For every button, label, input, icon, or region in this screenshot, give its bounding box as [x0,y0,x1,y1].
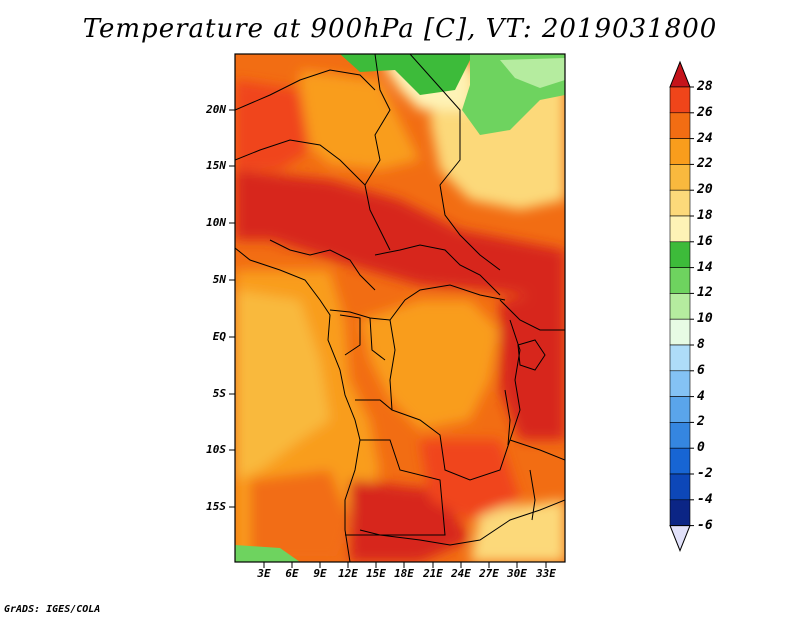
region-eastafrica-hot [500,290,565,440]
colorbar-box [669,241,691,268]
colorbar-box [669,396,691,423]
lat-label: 10N [206,216,226,229]
colorbar-box [669,164,691,191]
border-east [499,299,565,461]
colorbar-box [669,370,691,397]
region-southeast-pale [470,500,565,562]
colorbar [669,60,694,552]
colorbar-box [669,344,691,372]
colorbar-box [669,86,691,114]
colorbar-label: 0 [697,440,705,456]
colorbar-box [669,422,691,449]
colorbar-label: -6 [697,517,713,533]
lat-ticks [229,109,235,508]
colorbar-label: 12 [697,285,713,301]
lon-label: 27E [479,567,499,580]
colorbar-label: 4 [697,388,705,404]
border-libya-egypt [364,54,391,186]
border-drc [389,319,521,481]
colorbar-over-arrow [669,60,691,88]
lon-label: 33E [536,567,556,580]
colorbar-label: 26 [697,104,713,120]
colorbar-box [669,293,691,320]
colorbar-label: 16 [697,233,713,249]
lon-label: 9E [313,567,327,580]
colorbar-box [669,112,691,139]
border-car [374,244,501,296]
colorbar-label: 18 [697,208,713,223]
region-sahel-hot [235,170,565,300]
coastline-west [235,247,361,562]
colorbar-label: -2 [697,466,713,481]
lat-label: 5N [212,273,226,286]
colorbar-box [669,447,691,475]
lat-label: EQ [212,330,226,343]
temperature-field [235,54,565,562]
lon-label: 15E [366,567,386,580]
region-atlantic-light [235,290,330,480]
colorbar-box [669,473,691,501]
colorbar-label: 14 [697,259,713,275]
region-congo-orange [360,300,500,430]
lat-label: 5S [212,387,226,400]
colorbar-box [669,499,691,526]
colorbar-box [669,138,691,165]
border-congo-gabon [339,314,386,361]
footer-credit: GrADS: IGES/COLA [4,604,101,615]
lon-label: 18E [394,567,414,580]
region-north-orange [300,70,420,170]
lake-malawi [529,469,536,521]
border-sudan-north [409,54,501,271]
colorbar-label: 6 [697,362,705,378]
lon-label: 12E [338,567,358,580]
lake-tanganyika [504,389,511,446]
colorbar-box [669,267,691,294]
lake-victoria [517,339,546,371]
border-mali [235,139,391,251]
colorbar-label: 22 [697,156,713,172]
border-congo-north [329,284,506,321]
border-sahel-west [235,69,376,111]
lon-label: 30E [507,567,527,580]
border-angola [355,399,446,536]
lat-label: 20N [206,103,226,116]
colorbar-label: 10 [697,311,713,327]
colorbar-label: -4 [697,491,713,507]
colorbar-label: 28 [697,79,713,94]
colorbar-under-arrow [669,525,691,552]
colorbar-box [669,318,691,346]
lat-label: 10S [206,443,226,456]
lon-label: 21E [423,567,443,580]
region-southwest-green [235,545,300,562]
lon-label: 6E [285,567,299,580]
lat-label: 15S [206,500,226,513]
colorbar-label: 24 [697,130,713,146]
region-sw-mid [250,470,350,560]
colorbar-label: 8 [697,337,705,352]
colorbar-box [669,189,691,217]
lon-label: 3E [257,567,271,580]
region-northeast-palegreen [500,58,565,88]
border-nigeria [269,239,376,291]
colorbar-box [669,215,691,243]
lon-ticks [263,562,547,568]
lat-label: 15N [206,159,226,172]
border-south [345,499,565,546]
borders [235,54,565,562]
colorbar-label: 20 [697,182,713,198]
map-title: Temperature at 900hPa [C], VT: 201903180… [82,14,718,44]
colorbar-label: 2 [697,414,705,430]
map-frame [234,53,566,563]
lon-label: 24E [451,567,471,580]
